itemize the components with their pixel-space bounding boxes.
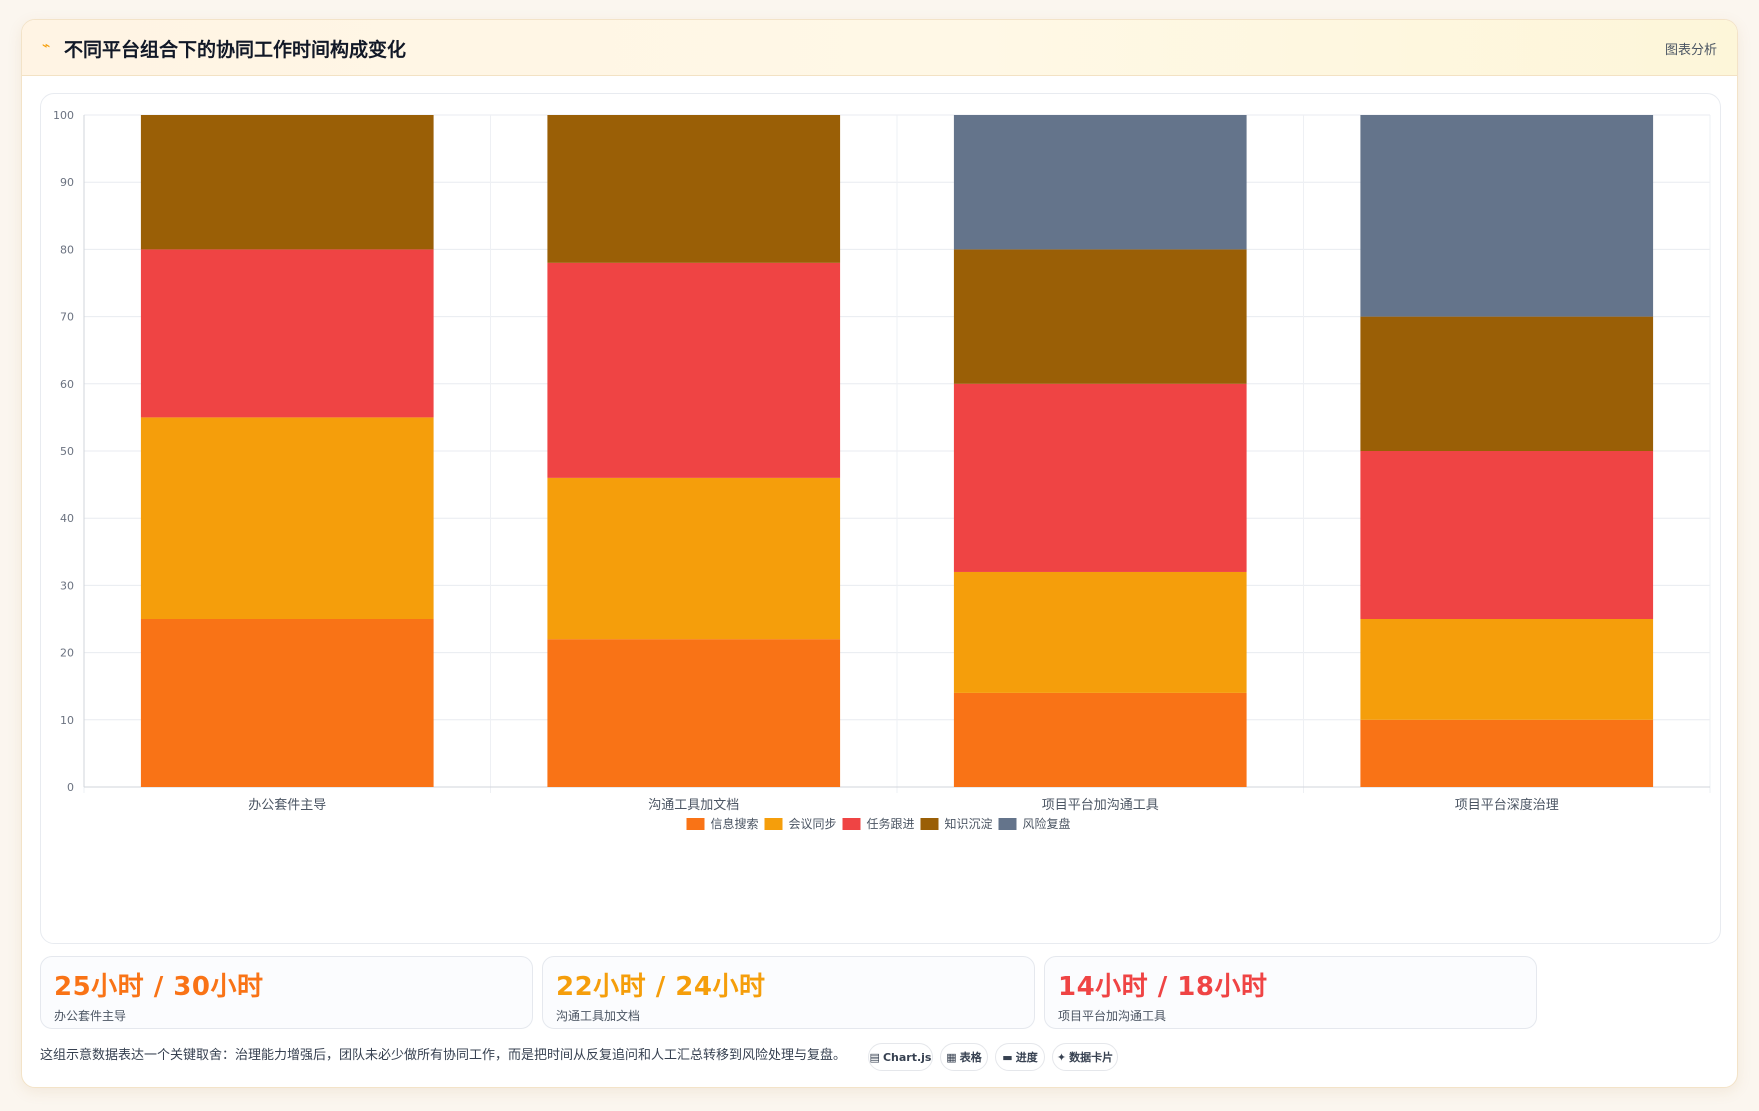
bar-segment (140, 249, 434, 418)
bar-segment (547, 262, 841, 478)
stat-value: 14小时 / 18小时 (1058, 972, 1268, 1002)
stat-label: 沟通工具加文档 (556, 1009, 641, 1023)
bar-segment (953, 115, 1247, 250)
bar-segment (953, 383, 1247, 572)
y-tick-label: 80 (60, 243, 74, 256)
legend-swatch (842, 818, 861, 830)
stat-label: 办公套件主导 (54, 1009, 127, 1023)
bar-segment (140, 115, 434, 250)
pill-data-card[interactable]: ✦ 数据卡片 (1052, 1043, 1118, 1071)
pill-label: 表格 (959, 1051, 982, 1064)
legend-label: 会议同步 (789, 817, 837, 831)
stat-value: 22小时 / 24小时 (556, 972, 766, 1002)
x-tick-label: 沟通工具加文档 (648, 798, 739, 813)
x-tick-label: 项目平台加沟通工具 (1042, 798, 1159, 813)
y-tick-label: 100 (53, 109, 74, 122)
chart-card: 0 10 20 30 40 50 60 70 80 90 100 办公套件主导 沟通工具加文档 项目平台加… (40, 93, 1721, 944)
y-tick-label: 10 (60, 714, 74, 727)
chart-icon: ▤ (869, 1050, 880, 1064)
bar-segment (1360, 619, 1654, 720)
legend-label: 信息搜索 (711, 816, 759, 831)
bar-segment (547, 639, 841, 787)
footer-note: 这组示意数据表达一个关键取舍：治理能力增强后，团队未必少做所有协同工作，而是把时… (40, 1048, 847, 1063)
chart-analysis-button[interactable]: 图表分析 (1664, 43, 1717, 58)
pill-chartjs[interactable]: ▤ Chart.js (868, 1043, 933, 1071)
y-tick-label: 50 (60, 445, 74, 458)
bar-segment (953, 571, 1247, 693)
chart-line-icon: ⌁ (42, 38, 51, 54)
legend-swatch (920, 818, 939, 830)
stat-label: 项目平台加沟通工具 (1058, 1009, 1167, 1023)
y-tick-label: 70 (60, 311, 74, 324)
legend-swatch (998, 818, 1017, 830)
progress-icon: ▬ (1002, 1050, 1013, 1064)
x-tick-label: 项目平台深度治理 (1455, 797, 1559, 813)
legend-label: 风险复盘 (1023, 816, 1071, 831)
pill-label: 数据卡片 (1069, 1051, 1114, 1064)
legend-swatch (686, 818, 705, 830)
bar-segment (140, 619, 434, 787)
stat-card-office: 25小时 / 30小时 办公套件主导 (40, 956, 533, 1029)
bar-segment (547, 115, 841, 263)
legend-swatch (764, 818, 783, 830)
y-tick-label: 40 (60, 512, 74, 525)
y-tick-label: 30 (60, 579, 74, 592)
sparkle-icon: ✦ (1056, 1050, 1067, 1064)
stat-card-project: 14小时 / 18小时 项目平台加沟通工具 (1044, 956, 1537, 1029)
panel-header: ⌁ 不同平台组合下的协同工作时间构成变化 图表分析 (22, 20, 1737, 76)
pill-label: 进度 (1015, 1051, 1038, 1064)
y-tick-label: 20 (60, 647, 74, 660)
bar-segment (1360, 115, 1654, 317)
table-icon: ▦ (946, 1050, 957, 1064)
bar-segment (140, 417, 434, 619)
bar-segment (1360, 316, 1654, 451)
legend-label: 知识沉淀 (945, 817, 993, 831)
stat-value: 25小时 / 30小时 (54, 972, 264, 1002)
bar-segment (1360, 451, 1654, 619)
pill-progress[interactable]: ▬ 进度 (995, 1043, 1045, 1071)
bar-segment (1360, 719, 1654, 787)
bar-segment (953, 692, 1247, 787)
y-tick-label: 60 (60, 378, 74, 391)
chart-title: 不同平台组合下的协同工作时间构成变化 (64, 39, 407, 61)
x-tick-label: 办公套件主导 (248, 797, 326, 813)
bar-segment (953, 249, 1247, 384)
chart-panel: ⌁ 不同平台组合下的协同工作时间构成变化 图表分析 0 10 20 30 40 50 60 7… (21, 19, 1738, 1088)
legend-label: 任务跟进 (867, 816, 915, 831)
bar-segment (547, 477, 841, 640)
stat-card-communication: 22小时 / 24小时 沟通工具加文档 (542, 956, 1035, 1029)
y-tick-label: 90 (60, 176, 74, 189)
stacked-bar-chart: 0 10 20 30 40 50 60 70 80 90 100 办公套件主导 沟通工具加文档 项目平台加… (53, 109, 1711, 831)
pill-table[interactable]: ▦ 表格 (940, 1043, 988, 1071)
pill-label: Chart.js (882, 1050, 932, 1064)
y-tick-label: 0 (67, 781, 74, 794)
